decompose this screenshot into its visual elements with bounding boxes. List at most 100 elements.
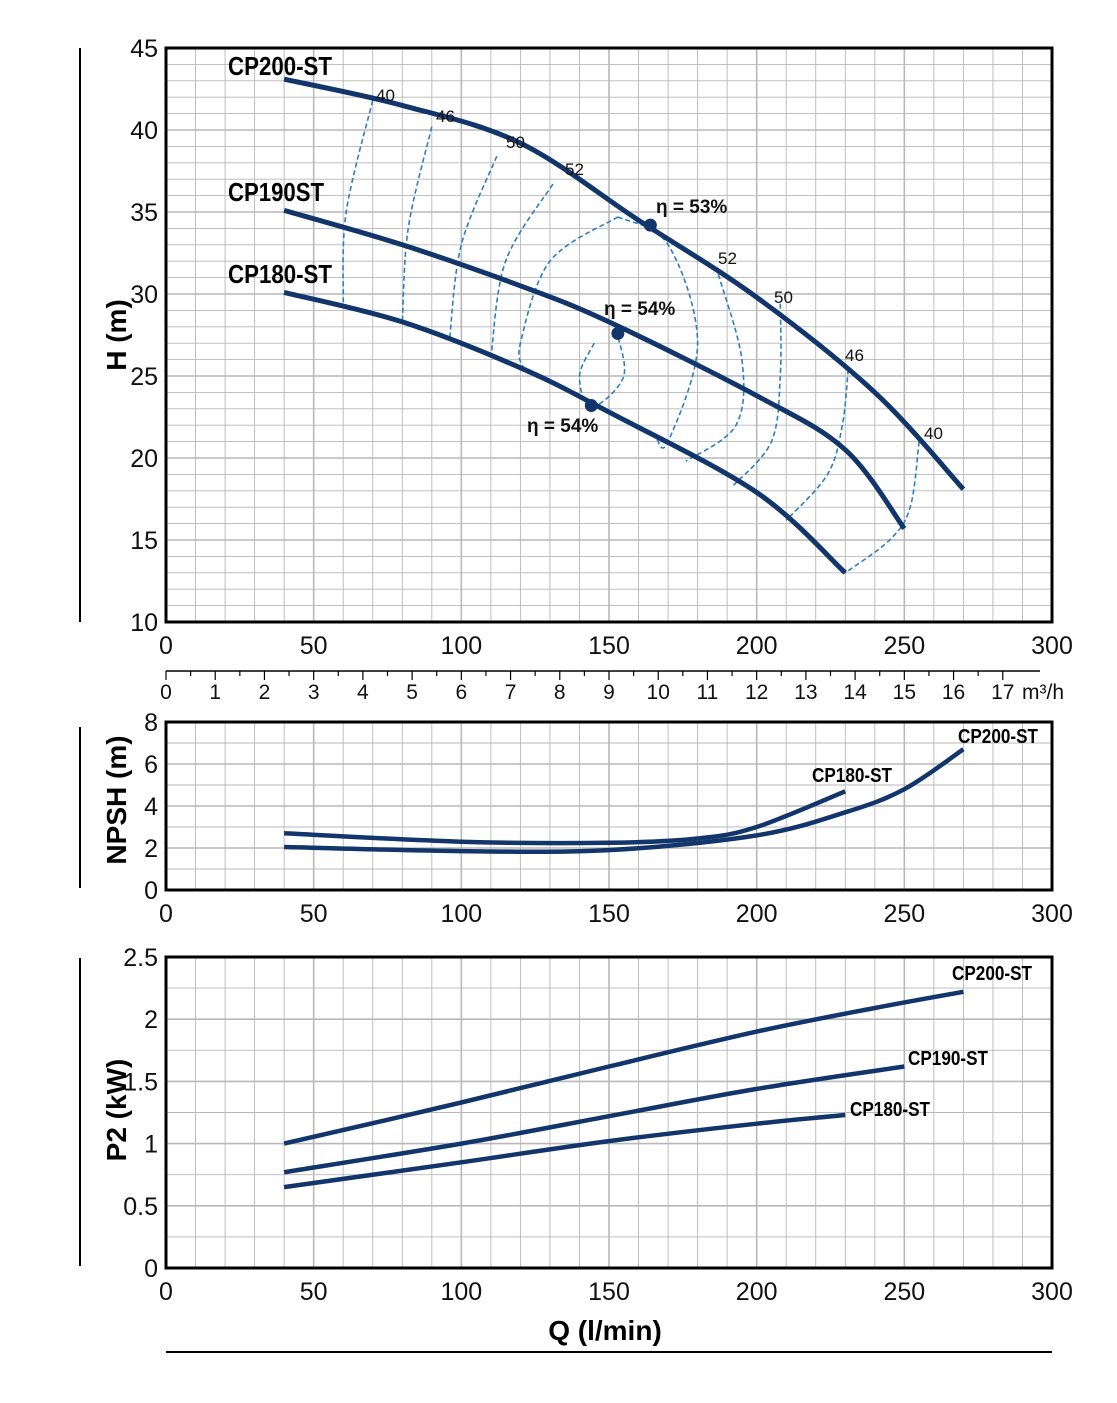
y-tick-label: 2 <box>144 1006 158 1034</box>
y-tick-label: 35 <box>130 199 158 227</box>
best-efficiency-label: η = 54% <box>527 416 598 437</box>
y-tick-label: 10 <box>130 609 158 637</box>
y-tick-label: 2 <box>144 835 158 863</box>
efficiency-curve-53 <box>617 216 699 449</box>
x-tick-label: 50 <box>300 1278 328 1306</box>
y-axis-title-power: P2 (kW) <box>101 1059 132 1162</box>
efficiency-label: 46 <box>845 346 864 365</box>
efficiency-curve-50 <box>448 155 498 341</box>
x-tick-label: 250 <box>883 632 925 660</box>
x-axis-title: Q (l/min) <box>548 1315 662 1346</box>
y-tick-label: 4 <box>144 793 158 821</box>
best-efficiency-label: η = 53% <box>656 197 727 218</box>
npsh-curve-label: CP180-ST <box>812 765 892 787</box>
flow-scale-label: 17 <box>991 681 1014 704</box>
npsh-curve-cp180-st <box>283 789 847 846</box>
efficiency-label: 40 <box>924 424 943 443</box>
y-tick-label: 25 <box>130 363 158 391</box>
efficiency-label: 46 <box>436 107 455 126</box>
efficiency-label: 50 <box>506 133 525 152</box>
flow-scale-label: 0 <box>160 681 172 704</box>
x-tick-label: 250 <box>883 1278 925 1306</box>
x-tick-label: 200 <box>736 900 778 928</box>
plot-frame <box>164 720 1054 892</box>
flow-scale-label: 3 <box>308 681 320 704</box>
y-tick-label: 20 <box>130 445 158 473</box>
flow-scale-unit: m³/h <box>1022 681 1064 704</box>
flow-scale-label: 5 <box>406 681 418 704</box>
x-tick-label: 200 <box>736 1278 778 1306</box>
x-tick-label: 50 <box>300 632 328 660</box>
flow-scale-label: 11 <box>697 681 719 704</box>
power-curve-cp200-st <box>283 989 964 1146</box>
x-tick-label: 200 <box>736 632 778 660</box>
y-tick-label: 15 <box>130 527 158 555</box>
x-tick-label: 100 <box>440 1278 482 1306</box>
y-tick-label: 40 <box>130 117 158 145</box>
head-curve-label: CP190ST <box>228 177 324 207</box>
npsh-curve-cp200-st <box>284 747 965 855</box>
flow-scale-label: 14 <box>843 681 867 704</box>
x-tick-label: 50 <box>300 900 328 928</box>
x-tick-label: 100 <box>440 632 482 660</box>
best-efficiency-point <box>584 399 598 413</box>
x-tick-label: 0 <box>159 632 173 660</box>
efficiency-curve-53 <box>518 216 619 369</box>
y-tick-label: 0 <box>144 877 158 905</box>
flow-scale-label: 16 <box>942 681 965 704</box>
efficiency-curve-46 <box>401 126 433 324</box>
y-tick-label: 8 <box>144 709 158 737</box>
plot-frame <box>164 955 1054 1270</box>
power-curve-label: CP200-ST <box>952 963 1032 985</box>
npsh-chart-panel: 0 50 100 150 200 250 300 0 2 4 6 8 CP180-ST CP200-ST <box>144 709 1073 928</box>
flow-scale-label: 6 <box>455 681 467 704</box>
power-curve-label: CP180-ST <box>850 1099 930 1121</box>
head-chart-panel: 0 50 100 150 200 250 300 10 15 20 25 30 35 40 45 CP200-… <box>130 35 1073 660</box>
power-curve-cp180-st <box>283 1112 846 1190</box>
x-tick-label: 150 <box>588 632 630 660</box>
x-tick-label: 150 <box>588 900 630 928</box>
y-tick-label: 30 <box>130 281 158 309</box>
power-chart-panel: 0 50 100 150 200 250 300 0 0.5 1 1.5 2 2.5 CP200-ST CP… <box>123 944 1073 1306</box>
y-tick-label: 1.5 <box>123 1068 158 1096</box>
y-axis-title-head: H (m) <box>101 299 132 371</box>
efficiency-label: 52 <box>565 160 584 179</box>
flow-scale-label: 12 <box>745 681 768 704</box>
y-tick-label: 0 <box>144 1255 158 1283</box>
head-curve-cp180-st <box>283 289 847 575</box>
plot-frame <box>164 46 1054 624</box>
efficiency-curve-40 <box>342 100 374 303</box>
flow-scale-label: 4 <box>357 681 369 704</box>
flow-scale-label: 8 <box>554 681 566 704</box>
x-tick-label: 300 <box>1031 900 1073 928</box>
flow-scale-label: 7 <box>505 681 517 704</box>
efficiency-curve-46 <box>785 369 849 521</box>
efficiency-label: 52 <box>718 249 737 268</box>
y-axis-title-npsh: NPSH (m) <box>101 735 132 864</box>
head-curve-cp190st <box>283 207 907 530</box>
flow-scale-label: 15 <box>893 681 916 704</box>
npsh-curve-label: CP200-ST <box>958 726 1038 748</box>
x-tick-label: 250 <box>883 900 925 928</box>
flow-scale-label: 13 <box>794 681 817 704</box>
y-tick-label: 6 <box>144 751 158 779</box>
x-tick-label: 300 <box>1031 632 1073 660</box>
efficiency-label: 40 <box>376 86 395 105</box>
head-curve-label: CP180-ST <box>228 259 332 289</box>
efficiency-curve-54 <box>578 326 626 409</box>
y-tick-label: 2.5 <box>123 944 158 972</box>
best-efficiency-label: η = 54% <box>604 299 675 320</box>
best-efficiency-point <box>611 326 625 340</box>
efficiency-label: 50 <box>774 288 793 307</box>
x-tick-label: 0 <box>159 1278 173 1306</box>
head-curve-label: CP200-ST <box>228 51 332 81</box>
power-curve-cp190-st <box>283 1064 905 1175</box>
efficiency-curve-52 <box>490 183 554 359</box>
x-tick-label: 300 <box>1031 1278 1073 1306</box>
power-curve-label: CP190-ST <box>908 1048 988 1070</box>
x-tick-label: 100 <box>440 900 482 928</box>
flow-m3h-scale: 0 1 2 3 4 5 6 7 8 9 10 11 12 13 14 15 16 17 m³/h <box>160 670 1064 704</box>
flow-scale-label: 2 <box>259 681 271 704</box>
efficiency-curve-52 <box>685 274 745 462</box>
